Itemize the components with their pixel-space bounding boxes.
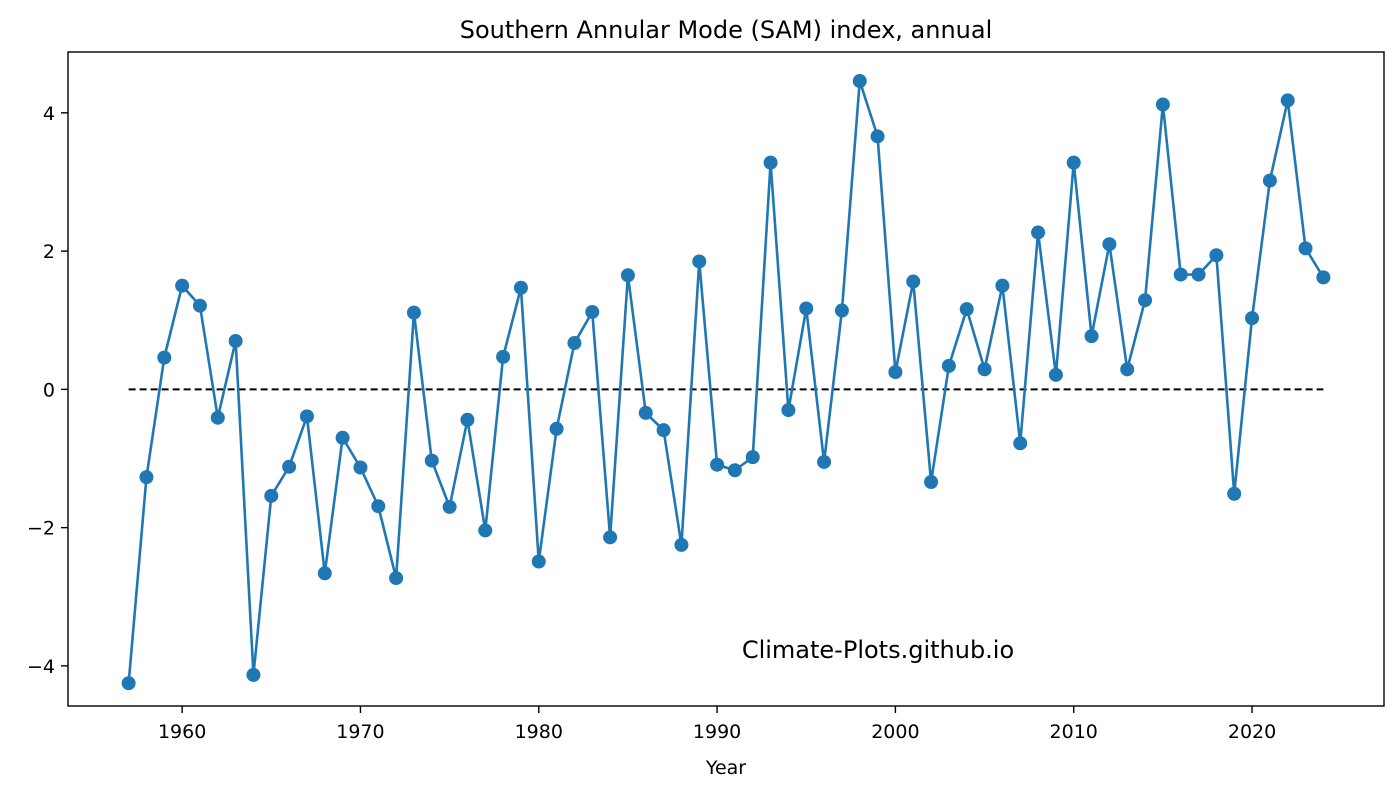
data-point-1997 [834,303,849,318]
x-tick-label-1960: 1960 [158,721,206,743]
data-point-1961 [192,298,207,313]
data-point-1990 [710,457,725,472]
data-point-1987 [656,423,671,438]
data-point-1974 [424,453,439,468]
chart-title: Southern Annular Mode (SAM) index, annua… [460,16,993,44]
x-axis-label: Year [705,757,746,779]
data-point-1976 [460,412,475,427]
data-point-1960 [175,278,190,293]
data-point-1995 [799,301,814,316]
data-point-1977 [478,523,493,538]
data-point-2008 [1031,225,1046,240]
data-point-2002 [924,475,939,490]
y-tick-label-0: 0 [43,379,55,401]
data-point-1991 [727,463,742,478]
data-point-1999 [870,129,885,144]
data-point-1964 [246,667,261,682]
data-point-2009 [1048,367,1063,382]
data-point-2000 [888,365,903,380]
data-point-1983 [585,304,600,319]
data-point-1957 [121,676,136,691]
data-point-2011 [1084,329,1099,344]
data-point-2014 [1138,293,1153,308]
data-point-2007 [1013,436,1028,451]
data-point-2013 [1120,362,1135,377]
data-point-1994 [781,403,796,418]
data-point-2020 [1245,311,1260,326]
data-point-2019 [1227,486,1242,501]
data-point-1985 [620,268,635,283]
plot-area-frame [67,51,1385,707]
x-tick-label-2010: 2010 [1050,721,1098,743]
data-point-2003 [941,358,956,373]
data-point-2016 [1173,267,1188,282]
y-tick-label--4: −4 [27,656,55,678]
y-tick-label-2: 2 [43,241,55,263]
data-point-1973 [406,305,421,320]
data-point-2010 [1066,155,1081,170]
data-point-1975 [442,499,457,514]
x-tick-label-1970: 1970 [336,721,384,743]
data-point-1984 [603,530,618,545]
y-tick-label--2: −2 [27,518,55,540]
data-point-1989 [692,254,707,269]
data-point-1986 [638,405,653,420]
data-point-1993 [763,155,778,170]
data-point-2018 [1209,248,1224,263]
watermark-annotation: Climate-Plots.github.io [742,636,1014,664]
data-point-2004 [959,302,974,317]
y-tick-label-4: 4 [43,103,55,125]
data-point-2012 [1102,237,1117,252]
data-point-1970 [353,460,368,475]
data-point-1969 [335,430,350,445]
y-axis-ticks: −4 −2 0 2 4 [27,103,68,678]
data-point-1988 [674,537,689,552]
data-point-1981 [549,421,564,436]
data-point-1963 [228,333,243,348]
data-point-1965 [264,488,279,503]
data-point-2021 [1262,173,1277,188]
data-point-1959 [157,350,172,365]
data-point-1966 [282,459,297,474]
data-point-1962 [210,410,225,425]
data-point-1979 [513,280,528,295]
data-point-1972 [389,571,404,586]
data-point-2017 [1191,267,1206,282]
x-tick-label-2020: 2020 [1228,721,1276,743]
x-axis-ticks: 1960 1970 1980 1990 2000 2010 2020 [158,706,1276,743]
data-point-2024 [1316,270,1331,285]
data-point-2015 [1155,97,1170,112]
data-point-1980 [531,554,546,569]
series-group [121,74,1331,691]
x-tick-label-1990: 1990 [693,721,741,743]
data-point-2022 [1280,93,1295,108]
data-point-1958 [139,470,154,485]
data-point-1978 [496,349,511,364]
x-tick-label-1980: 1980 [515,721,563,743]
data-point-2006 [995,278,1010,293]
data-point-2005 [977,362,992,377]
data-point-1998 [852,74,867,89]
data-point-2023 [1298,241,1313,256]
data-point-1996 [817,454,832,469]
data-point-1992 [745,450,760,465]
data-point-1968 [317,566,332,581]
data-point-1971 [371,499,386,514]
data-point-2001 [906,274,921,289]
data-point-1967 [299,409,314,424]
series-line [127,79,1325,684]
data-point-1982 [567,336,582,351]
x-tick-label-2000: 2000 [871,721,919,743]
